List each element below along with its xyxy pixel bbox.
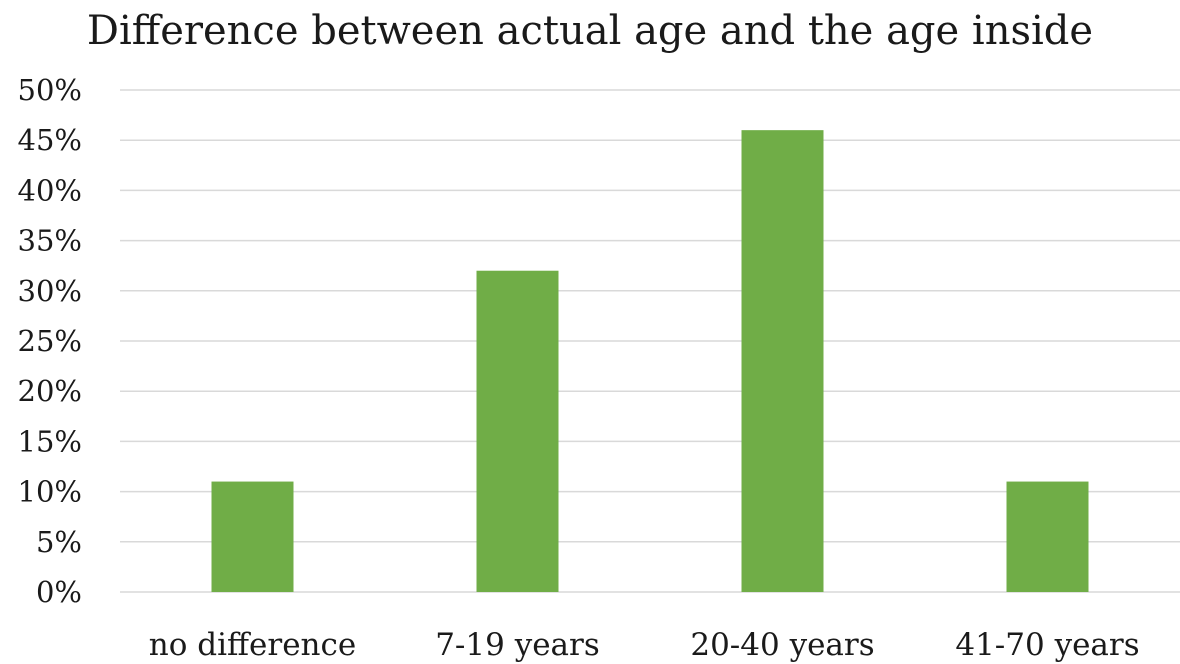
y-tick-label: 5% <box>36 525 82 559</box>
y-tick-label: 45% <box>18 123 82 157</box>
y-tick-label: 35% <box>18 224 82 258</box>
bar-41-70-years <box>1006 481 1089 592</box>
bar-no-difference <box>211 481 294 592</box>
y-tick-label: 25% <box>18 324 82 358</box>
gridlines <box>120 89 1180 593</box>
x-category-label: 20-40 years <box>690 627 874 663</box>
y-axis-ticks: 0% 5% 10% 15% 20% 25% 30% 35% 40% 45% 50% <box>18 73 82 609</box>
chart-title: Difference between actual age and the ag… <box>86 8 1094 54</box>
x-category-label: 41-70 years <box>955 627 1139 663</box>
x-axis-categories: no difference 7-19 years 20-40 years 41-70 … <box>149 627 1140 663</box>
y-tick-label: 50% <box>18 73 82 107</box>
y-tick-label: 10% <box>18 475 82 509</box>
y-tick-label: 20% <box>18 374 82 408</box>
bar-7-19-years <box>476 270 559 592</box>
y-tick-label: 30% <box>18 274 82 308</box>
bars <box>211 130 1089 592</box>
bar-20-40-years <box>741 130 824 592</box>
y-tick-label: 0% <box>36 575 82 609</box>
x-category-label: 7-19 years <box>435 627 600 663</box>
y-tick-label: 15% <box>18 424 82 458</box>
x-category-label: no difference <box>149 627 356 663</box>
y-tick-label: 40% <box>18 173 82 207</box>
